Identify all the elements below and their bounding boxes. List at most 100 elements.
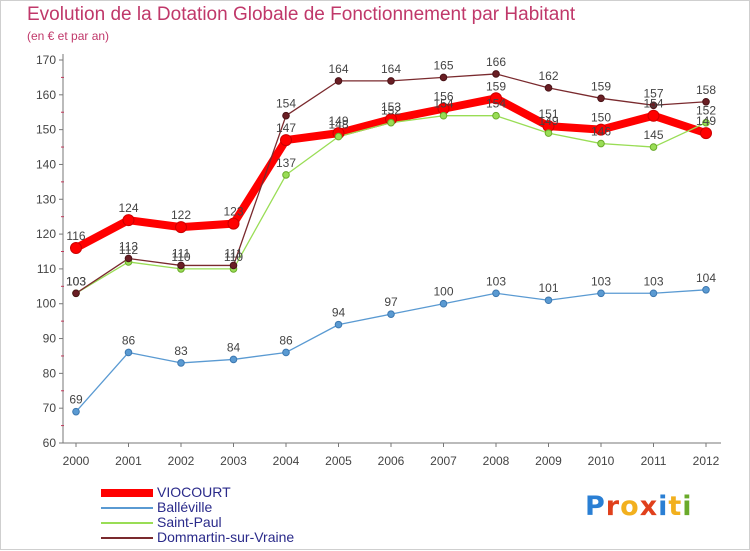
data-point-balleville xyxy=(229,355,238,364)
logo-letter: x xyxy=(639,491,659,522)
data-label-viocourt: 150 xyxy=(591,111,611,125)
data-point-saint-paul xyxy=(649,143,658,151)
legend-item-viocourt: VIOCOURT xyxy=(101,484,361,500)
data-point-viocourt xyxy=(122,214,135,227)
data-point-viocourt xyxy=(280,134,292,147)
data-label-saint-paul: 152 xyxy=(381,104,401,118)
data-point-balleville xyxy=(702,286,710,294)
data-point-saint-paul xyxy=(597,139,605,148)
data-point-balleville xyxy=(177,359,185,367)
data-point-dommartin xyxy=(229,261,238,270)
data-point-dommartin xyxy=(649,101,658,110)
data-label-saint-paul: 154 xyxy=(433,97,453,111)
y-tick-label: 140 xyxy=(36,157,56,171)
data-label-balleville: 103 xyxy=(591,274,611,288)
data-label-dommartin: 166 xyxy=(486,55,506,69)
legend-label-balleville: Balléville xyxy=(157,499,213,515)
data-label-viocourt: 153 xyxy=(381,100,401,114)
data-label-viocourt: 154 xyxy=(643,97,663,111)
series-line-saint-paul xyxy=(75,115,707,294)
x-tick-label: 2011 xyxy=(641,454,667,468)
data-label-saint-paul: 146 xyxy=(591,125,611,139)
data-label-saint-paul: 110 xyxy=(224,250,243,264)
data-label-balleville: 86 xyxy=(122,333,136,347)
logo-letter: i xyxy=(682,491,693,522)
legend: VIOCOURT Balléville Saint-Paul Dommartin… xyxy=(101,484,361,545)
data-label-saint-paul: 103 xyxy=(66,274,86,288)
data-label-saint-paul: 148 xyxy=(328,118,348,132)
x-tick-label: 2010 xyxy=(588,454,615,468)
legend-swatch-balleville xyxy=(101,507,153,509)
y-tick-label: 80 xyxy=(43,366,57,380)
data-label-saint-paul: 110 xyxy=(171,250,190,264)
data-label-dommartin: 111 xyxy=(224,246,243,260)
data-label-dommartin: 165 xyxy=(433,58,453,72)
data-point-balleville xyxy=(597,289,605,298)
data-point-viocourt xyxy=(700,127,712,140)
y-tick-label: 110 xyxy=(37,262,56,276)
x-tick-label: 2000 xyxy=(63,454,90,468)
data-label-viocourt: 159 xyxy=(486,79,506,93)
data-label-viocourt: 123 xyxy=(223,205,243,219)
data-point-dommartin xyxy=(124,254,133,263)
y-tick-label: 90 xyxy=(43,332,57,346)
logo-letter: P xyxy=(585,491,606,522)
data-point-dommartin xyxy=(544,84,553,92)
data-label-balleville: 86 xyxy=(279,333,293,347)
y-tick-label: 130 xyxy=(36,192,56,206)
logo-letter: r xyxy=(605,491,621,522)
x-tick-label: 2008 xyxy=(483,454,510,468)
data-point-saint-paul xyxy=(439,111,448,120)
y-tick-label: 160 xyxy=(36,88,56,102)
data-label-dommartin: 103 xyxy=(66,274,86,288)
data-label-balleville: 101 xyxy=(538,281,558,295)
data-label-viocourt: 149 xyxy=(328,114,348,128)
data-label-dommartin: 164 xyxy=(328,62,348,76)
data-label-dommartin: 159 xyxy=(591,79,611,93)
logo-letter: i xyxy=(658,491,669,522)
chart-subtitle: (en € et par an) xyxy=(27,29,110,43)
data-label-dommartin: 164 xyxy=(381,62,401,76)
x-tick-label: 2009 xyxy=(535,454,562,468)
legend-label-viocourt: VIOCOURT xyxy=(157,484,231,500)
data-label-balleville: 83 xyxy=(174,344,188,358)
data-label-viocourt: 151 xyxy=(538,107,558,121)
x-tick-label: 2002 xyxy=(168,454,195,468)
logo-letter: t xyxy=(668,491,683,522)
data-label-viocourt: 122 xyxy=(171,208,191,222)
legend-label-dommartin: Dommartin-sur-Vraine xyxy=(157,529,295,545)
data-label-saint-paul: 112 xyxy=(119,243,138,257)
data-point-saint-paul xyxy=(282,171,290,179)
x-tick-label: 2006 xyxy=(378,454,405,468)
legend-swatch-dommartin xyxy=(101,537,153,539)
data-point-viocourt xyxy=(595,123,607,136)
data-label-viocourt: 116 xyxy=(66,229,85,243)
y-tick-label: 170 xyxy=(36,53,56,67)
y-tick-label: 150 xyxy=(36,123,56,137)
y-tick-label: 120 xyxy=(36,227,56,241)
data-point-saint-paul xyxy=(544,129,553,137)
data-point-viocourt xyxy=(490,92,502,105)
data-label-dommartin: 157 xyxy=(643,86,663,100)
x-tick-label: 2003 xyxy=(220,454,247,468)
data-label-viocourt: 147 xyxy=(276,121,296,135)
data-label-saint-paul: 149 xyxy=(538,114,558,128)
legend-item-balleville: Balléville xyxy=(101,499,361,515)
data-point-dommartin xyxy=(334,77,343,85)
data-point-balleville xyxy=(334,320,343,329)
data-point-dommartin xyxy=(72,289,80,298)
data-label-dommartin: 111 xyxy=(172,246,191,260)
data-point-viocourt xyxy=(175,221,187,234)
data-point-dommartin xyxy=(597,94,605,103)
data-point-saint-paul xyxy=(702,118,710,127)
data-label-balleville: 103 xyxy=(486,274,506,288)
data-point-balleville xyxy=(439,299,448,308)
legend-item-dommartin: Dommartin-sur-Vraine xyxy=(101,529,361,545)
data-point-viocourt xyxy=(647,109,660,122)
data-label-dommartin: 154 xyxy=(276,97,296,111)
data-label-balleville: 84 xyxy=(227,340,241,354)
data-label-viocourt: 149 xyxy=(696,114,716,128)
y-tick-label: 60 xyxy=(43,436,57,450)
